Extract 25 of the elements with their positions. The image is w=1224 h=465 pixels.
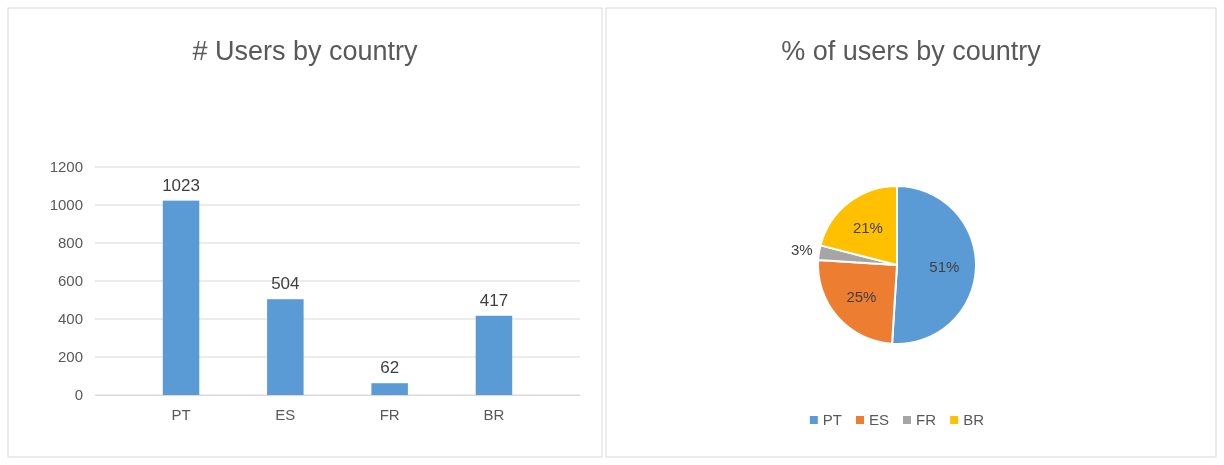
data-label: 504 bbox=[271, 274, 300, 294]
x-tick-label: FR bbox=[379, 405, 400, 423]
bar bbox=[371, 383, 408, 395]
bar bbox=[267, 299, 304, 395]
x-tick-label: PT bbox=[171, 405, 191, 423]
data-label: 21% bbox=[852, 218, 883, 236]
y-tick-label: 200 bbox=[57, 348, 83, 366]
y-tick-label: 800 bbox=[57, 234, 83, 252]
data-label: 25% bbox=[846, 287, 877, 305]
chart-title: % of users by country bbox=[781, 36, 1042, 66]
y-tick-label: 1200 bbox=[49, 158, 83, 176]
x-tick-label: BR bbox=[483, 405, 505, 423]
data-label: 3% bbox=[790, 241, 813, 259]
y-tick-label: 1000 bbox=[49, 196, 83, 214]
y-tick-label: 600 bbox=[57, 272, 83, 290]
data-label: 51% bbox=[929, 257, 960, 275]
y-tick-label: 400 bbox=[57, 310, 83, 328]
data-label: 62 bbox=[380, 358, 400, 378]
bar bbox=[475, 315, 513, 395]
data-label: 417 bbox=[479, 290, 509, 310]
data-label: 1023 bbox=[162, 175, 200, 195]
bar bbox=[162, 200, 200, 395]
y-tick-label: 0 bbox=[74, 386, 83, 404]
x-tick-label: ES bbox=[275, 405, 296, 423]
chart-title: # Users by country bbox=[192, 36, 419, 66]
